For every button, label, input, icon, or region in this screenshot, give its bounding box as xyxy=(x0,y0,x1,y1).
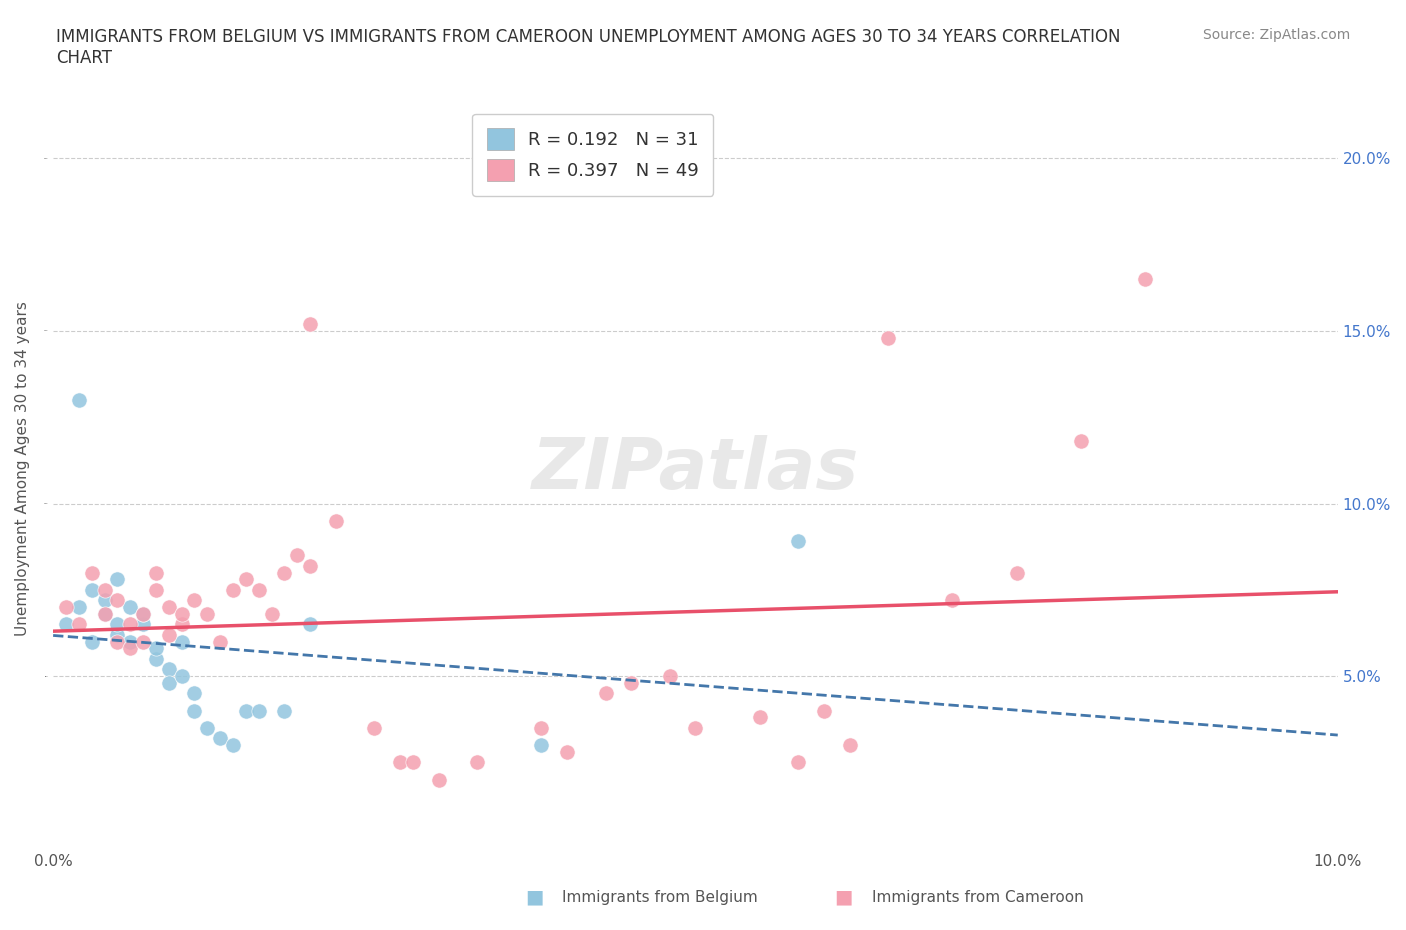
Point xyxy=(183,686,205,701)
Point xyxy=(299,316,322,331)
Point xyxy=(80,582,103,597)
Point xyxy=(120,634,142,649)
Text: ZIPatlas: ZIPatlas xyxy=(531,434,859,503)
Point xyxy=(170,634,193,649)
Point xyxy=(157,662,180,677)
Point xyxy=(555,745,578,760)
Text: Source: ZipAtlas.com: Source: ZipAtlas.com xyxy=(1202,28,1350,42)
Point xyxy=(1133,272,1156,286)
Point xyxy=(1070,434,1092,449)
Point xyxy=(748,711,770,725)
Text: ■: ■ xyxy=(524,887,544,906)
Point xyxy=(247,703,270,718)
Point xyxy=(120,600,142,615)
Point xyxy=(183,703,205,718)
Point xyxy=(67,392,90,407)
Point xyxy=(145,651,167,666)
Point xyxy=(273,703,295,718)
Point xyxy=(273,565,295,580)
Point xyxy=(93,582,115,597)
Point xyxy=(685,721,707,736)
Text: Immigrants from Belgium: Immigrants from Belgium xyxy=(562,890,758,905)
Point xyxy=(105,572,128,587)
Point xyxy=(209,634,232,649)
Point xyxy=(80,634,103,649)
Point xyxy=(388,755,411,770)
Point xyxy=(195,721,218,736)
Point xyxy=(427,772,450,787)
Point xyxy=(209,731,232,746)
Point xyxy=(93,592,115,607)
Point xyxy=(787,534,810,549)
Point xyxy=(145,582,167,597)
Point xyxy=(299,617,322,631)
Point xyxy=(157,627,180,642)
Point xyxy=(67,617,90,631)
Point xyxy=(67,600,90,615)
Point xyxy=(55,600,77,615)
Point xyxy=(222,737,245,752)
Y-axis label: Unemployment Among Ages 30 to 34 years: Unemployment Among Ages 30 to 34 years xyxy=(15,301,30,636)
Point xyxy=(105,634,128,649)
Point xyxy=(183,592,205,607)
Point xyxy=(55,617,77,631)
Point xyxy=(299,558,322,573)
Text: ■: ■ xyxy=(834,887,853,906)
Point xyxy=(105,592,128,607)
Point xyxy=(530,737,553,752)
Text: Immigrants from Cameroon: Immigrants from Cameroon xyxy=(872,890,1084,905)
Point xyxy=(1005,565,1028,580)
Point xyxy=(105,627,128,642)
Point xyxy=(787,755,810,770)
Point xyxy=(120,617,142,631)
Point xyxy=(132,634,155,649)
Point xyxy=(145,565,167,580)
Point xyxy=(157,600,180,615)
Point xyxy=(93,606,115,621)
Point xyxy=(877,330,900,345)
Legend: R = 0.192   N = 31, R = 0.397   N = 49: R = 0.192 N = 31, R = 0.397 N = 49 xyxy=(472,113,713,195)
Point xyxy=(402,755,425,770)
Point xyxy=(595,686,617,701)
Point xyxy=(813,703,835,718)
Point xyxy=(838,737,860,752)
Point xyxy=(195,606,218,621)
Point xyxy=(170,617,193,631)
Point xyxy=(658,669,681,684)
Point xyxy=(157,675,180,690)
Point xyxy=(530,721,553,736)
Point xyxy=(132,606,155,621)
Point xyxy=(132,606,155,621)
Point xyxy=(363,721,385,736)
Point xyxy=(465,755,488,770)
Point xyxy=(325,513,347,528)
Point xyxy=(247,582,270,597)
Point xyxy=(93,606,115,621)
Point xyxy=(285,548,308,563)
Point xyxy=(120,641,142,656)
Text: IMMIGRANTS FROM BELGIUM VS IMMIGRANTS FROM CAMEROON UNEMPLOYMENT AMONG AGES 30 T: IMMIGRANTS FROM BELGIUM VS IMMIGRANTS FR… xyxy=(56,28,1121,67)
Point xyxy=(170,606,193,621)
Point xyxy=(222,582,245,597)
Point xyxy=(105,617,128,631)
Point xyxy=(235,703,257,718)
Point xyxy=(170,669,193,684)
Point xyxy=(260,606,283,621)
Point xyxy=(145,641,167,656)
Point xyxy=(132,617,155,631)
Point xyxy=(941,592,963,607)
Point xyxy=(80,565,103,580)
Point xyxy=(620,675,643,690)
Point xyxy=(235,572,257,587)
